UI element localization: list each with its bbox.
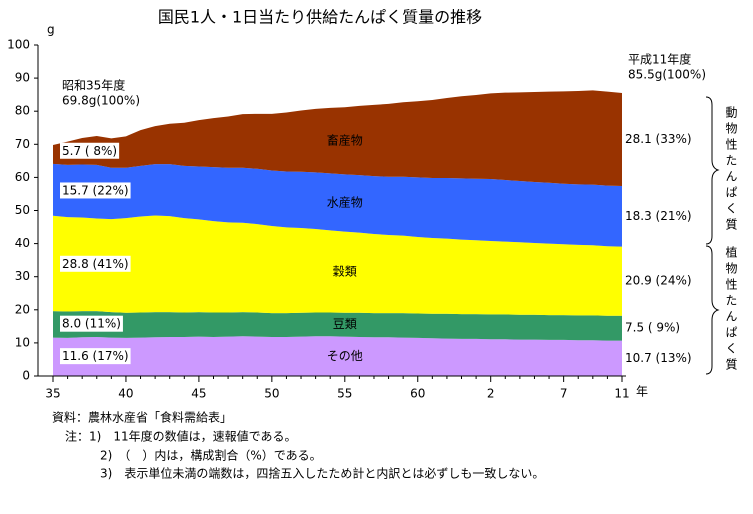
y-tick-label: 40 — [15, 236, 30, 250]
y-tick-label: 100 — [7, 38, 30, 52]
y-tick-label: 60 — [15, 170, 30, 184]
start-note: 昭和35年度 — [62, 78, 125, 93]
y-tick-label: 50 — [15, 203, 30, 217]
label-box — [60, 142, 120, 159]
start-label: 15.7 (22%) — [62, 183, 129, 197]
x-tick-label: 35 — [45, 387, 60, 401]
note: 注：1) 11年度の数値は，速報値である。 — [65, 429, 296, 444]
end-label: 20.9 (24%) — [625, 274, 692, 288]
label-box — [60, 348, 131, 365]
start-note: 69.8g(100%) — [62, 94, 140, 108]
group-label: 動物性たんぱく質 — [724, 106, 738, 234]
x-tick-label: 2 — [487, 387, 495, 401]
x-unit: 年 — [636, 385, 648, 399]
end-note: 85.5g(100%) — [628, 68, 706, 82]
y-tick-label: 30 — [15, 269, 30, 283]
area — [53, 215, 622, 316]
area — [53, 90, 622, 187]
series-name: 水産物 — [327, 195, 363, 210]
brace — [705, 245, 720, 375]
label-box — [60, 255, 131, 272]
start-label: 5.7 ( 8%) — [62, 144, 117, 158]
y-tick-label: 80 — [15, 104, 30, 118]
group-label: 植物性たんぱく質 — [724, 245, 738, 374]
series-name: その他 — [327, 349, 363, 363]
series-name: 穀類 — [333, 265, 357, 279]
end-label: 7.5 ( 9%) — [625, 321, 680, 335]
x-tick-label: 7 — [560, 387, 568, 401]
series-name: 豆類 — [333, 317, 357, 331]
y-unit: g — [47, 23, 55, 37]
end-note: 平成11年度 — [628, 52, 691, 67]
label-box — [60, 182, 131, 199]
series-name: 畜産物 — [327, 132, 363, 147]
note: 3) 表示単位未満の端数は，四捨五入したため計と内訳とは必ずしも一致しない。 — [100, 466, 544, 481]
source: 資料：農林水産省「食料需給表」 — [52, 410, 232, 425]
y-tick-label: 90 — [15, 71, 30, 85]
start-label: 11.6 (17%) — [62, 349, 129, 363]
x-tick-label: 50 — [264, 387, 279, 401]
note: 2) （ ）内は，構成割合（%）である。 — [100, 448, 322, 463]
end-label: 10.7 (13%) — [625, 351, 692, 365]
start-label: 8.0 (11%) — [62, 317, 121, 331]
x-tick-label: 11 — [614, 387, 629, 401]
area — [53, 311, 622, 341]
brace — [705, 96, 720, 245]
y-tick-label: 0 — [22, 369, 30, 383]
areas — [53, 90, 622, 376]
label-box — [60, 315, 123, 332]
end-label: 18.3 (21%) — [625, 209, 692, 223]
x-tick-label: 40 — [118, 387, 133, 401]
area — [53, 336, 622, 376]
y-tick-label: 20 — [15, 302, 30, 316]
end-label: 28.1 (33%) — [625, 132, 692, 146]
y-tick-label: 10 — [15, 335, 30, 349]
x-tick-label: 60 — [410, 387, 425, 401]
chart-title: 国民1人・1日当たり供給たんぱく質量の推移 — [158, 8, 482, 27]
x-tick-label: 45 — [191, 387, 206, 401]
x-tick-label: 55 — [337, 387, 352, 401]
start-label: 28.8 (41%) — [62, 257, 129, 271]
y-tick-label: 70 — [15, 137, 30, 151]
area — [53, 163, 622, 247]
